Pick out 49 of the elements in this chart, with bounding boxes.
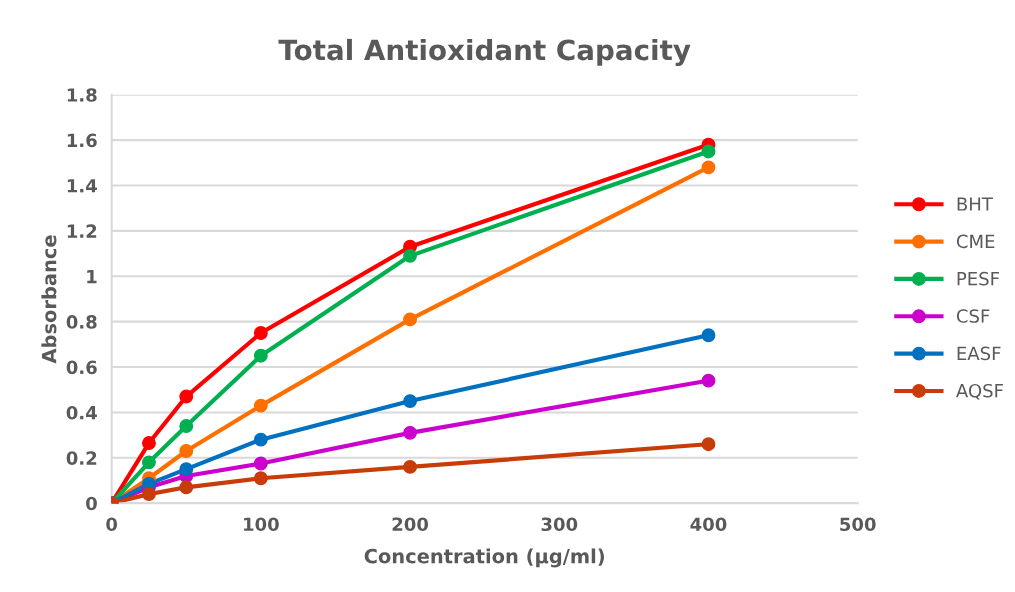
legend-label: AQSF xyxy=(956,383,1003,400)
x-axis-title: Concentration (µg/ml) xyxy=(364,548,604,568)
point xyxy=(701,373,716,388)
point xyxy=(403,394,418,409)
legend-label: EASF xyxy=(957,346,1001,361)
x-tick-label: 400 xyxy=(690,517,727,532)
y-tick-label: 1.8 xyxy=(67,88,97,102)
y-axis-title: Absorbance xyxy=(41,235,57,364)
y-tick-label: 1.4 xyxy=(67,179,97,193)
y-tick-label: 0.2 xyxy=(66,451,97,465)
legend-label: BHT xyxy=(957,197,993,211)
x-tick-label: 500 xyxy=(840,517,876,532)
point xyxy=(253,398,268,413)
point xyxy=(253,456,268,471)
y-tick-label: 0.6 xyxy=(66,360,97,375)
point xyxy=(179,419,194,433)
point xyxy=(701,144,716,159)
point xyxy=(179,444,194,458)
point xyxy=(701,328,716,343)
point xyxy=(701,160,716,175)
point xyxy=(403,248,418,263)
point xyxy=(142,436,156,451)
y-tick-label: 1 xyxy=(87,269,97,284)
point xyxy=(179,480,194,495)
legend-label: PESF xyxy=(957,271,999,286)
point xyxy=(142,455,156,470)
point xyxy=(179,462,194,477)
x-tick-label: 0 xyxy=(106,517,118,532)
x-tick-label: 300 xyxy=(541,517,578,532)
point xyxy=(403,425,418,440)
x-tick-label: 200 xyxy=(392,517,429,532)
y-tick-label: 0.4 xyxy=(66,405,97,420)
legend-label: CSF xyxy=(956,309,990,323)
point xyxy=(403,459,418,474)
point xyxy=(253,326,268,340)
y-tick-label: 0.8 xyxy=(66,315,97,329)
point xyxy=(403,312,418,327)
y-tick-label: 1.6 xyxy=(67,133,97,148)
point xyxy=(179,389,194,404)
x-tick-label: 100 xyxy=(244,517,279,532)
point xyxy=(142,487,156,502)
point xyxy=(253,432,268,447)
y-tick-label: 1.2 xyxy=(67,224,97,238)
point xyxy=(701,437,716,452)
point xyxy=(253,471,268,486)
legend-label: CME xyxy=(956,234,995,249)
chart-title: Total Antioxidant Capacity xyxy=(278,38,691,66)
point xyxy=(253,348,268,363)
y-tick-label: 0 xyxy=(86,496,97,511)
